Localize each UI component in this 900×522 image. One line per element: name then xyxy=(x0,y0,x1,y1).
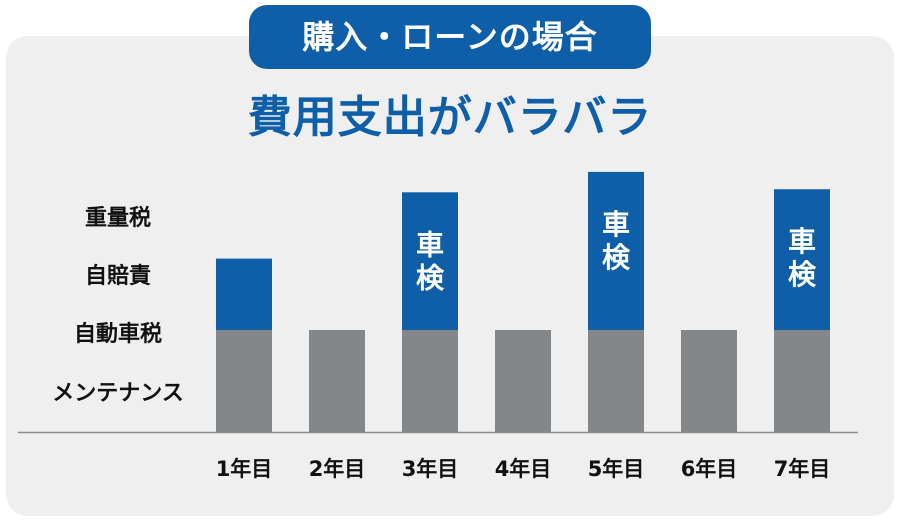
bar-base-4 xyxy=(495,330,551,432)
cost-label-maintenance: メンテナンス xyxy=(52,381,184,406)
x-tick-label-3: 3年目 xyxy=(402,457,459,481)
bar-base-7 xyxy=(774,330,830,432)
x-tick-label-4: 4年目 xyxy=(495,457,552,481)
bar-top-7 xyxy=(774,189,830,330)
x-tick-label-7: 7年目 xyxy=(774,457,831,481)
cost-label-insurance: 自賠責 xyxy=(84,264,151,289)
cost-label-weight-tax: 重量税 xyxy=(84,206,151,231)
bar-base-1 xyxy=(216,330,272,432)
bar-top-1 xyxy=(216,258,272,330)
bar-label-3: 車検 xyxy=(416,228,445,294)
bar-label-5: 車検 xyxy=(602,208,631,274)
bar-label-7: 車検 xyxy=(788,225,817,291)
bar-base-2 xyxy=(309,330,365,432)
x-tick-label-6: 6年目 xyxy=(681,457,738,481)
scenario-badge: 購入・ローンの場合 xyxy=(249,5,651,69)
bar-top-3 xyxy=(402,192,458,330)
x-tick-label-1: 1年目 xyxy=(216,457,273,481)
x-tick-label-5: 5年目 xyxy=(588,457,645,481)
x-tick-label-2: 2年目 xyxy=(309,457,366,481)
bar-base-6 xyxy=(681,330,737,432)
cost-label-auto-tax: 自動車税 xyxy=(73,322,162,347)
bar-base-5 xyxy=(588,330,644,432)
bar-base-3 xyxy=(402,330,458,432)
chart-title: 費用支出がバラバラ xyxy=(247,92,653,143)
bar-top-5 xyxy=(588,171,644,330)
